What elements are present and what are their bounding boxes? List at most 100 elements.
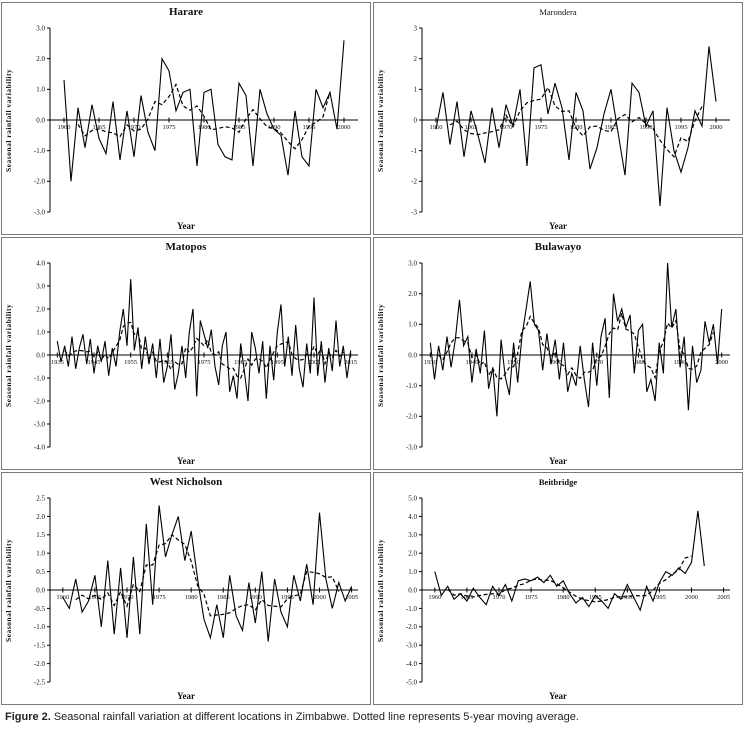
svg-text:1970: 1970 [121, 594, 134, 601]
svg-text:2.0: 2.0 [408, 550, 417, 558]
x-axis-label: Year [549, 691, 567, 701]
svg-text:1.0: 1.0 [36, 550, 45, 558]
chart-title: Marondera [539, 7, 577, 17]
svg-text:-2: -2 [411, 178, 417, 186]
svg-text:-5.0: -5.0 [406, 678, 418, 686]
svg-text:0: 0 [414, 116, 418, 124]
y-axis-label: Seasonal rainfall variability [376, 538, 385, 642]
svg-text:1: 1 [414, 86, 418, 94]
chart-plot: -5.0 -4.0 -3.0 -2.0 -1.0 0.0 1.0 2.0 3.0 4.0 5.0 19… [406, 494, 730, 686]
svg-text:-2.0: -2.0 [34, 397, 46, 405]
svg-text:3: 3 [414, 24, 418, 32]
svg-text:2015: 2015 [344, 359, 357, 366]
svg-text:-1.0: -1.0 [34, 147, 46, 155]
svg-text:1990: 1990 [640, 124, 653, 131]
svg-text:1975: 1975 [525, 594, 538, 601]
svg-text:1990: 1990 [621, 594, 634, 601]
svg-text:1995: 1995 [653, 594, 666, 601]
svg-text:1955: 1955 [124, 359, 137, 366]
svg-text:1.5: 1.5 [36, 531, 45, 539]
svg-text:-2.0: -2.0 [34, 660, 46, 668]
svg-text:2005: 2005 [717, 594, 730, 601]
svg-text:0.0: 0.0 [36, 351, 45, 359]
chart-plot-area: -3.0 -2.0 -1.0 0.0 1.0 2.0 3.0 1960 1965 1970 1975… [18, 20, 368, 220]
chart-panel-beitbridge: Beitbridge Seasonal rainfall variability… [373, 472, 743, 705]
chart-panel-marondera: Marondera Seasonal rainfall variability … [373, 2, 743, 235]
chart-title: Harare [168, 6, 203, 18]
svg-text:1970: 1970 [493, 594, 506, 601]
svg-text:-4.0: -4.0 [406, 660, 418, 668]
svg-text:1960: 1960 [58, 124, 71, 131]
svg-text:-1.0: -1.0 [34, 374, 46, 382]
svg-text:1965: 1965 [465, 124, 478, 131]
svg-text:4.0: 4.0 [36, 259, 45, 267]
svg-text:3.0: 3.0 [408, 259, 417, 267]
svg-text:-4.0: -4.0 [34, 443, 46, 451]
svg-text:1975: 1975 [163, 124, 176, 131]
chart-plot: -4.0 -3.0 -2.0 -1.0 0.0 1.0 2.0 3.0 4.0 1935 1945 1… [34, 259, 358, 451]
svg-text:1.0: 1.0 [408, 321, 417, 329]
svg-text:1970: 1970 [590, 359, 603, 366]
svg-text:1995: 1995 [271, 359, 284, 366]
chart-title: West Nicholson [149, 476, 223, 488]
svg-text:1985: 1985 [233, 124, 246, 131]
svg-text:2005: 2005 [308, 359, 321, 366]
svg-text:1930: 1930 [424, 359, 437, 366]
svg-text:3.0: 3.0 [36, 24, 45, 32]
y-axis-label: Seasonal rainfall variability [4, 68, 13, 172]
svg-text:-2.0: -2.0 [34, 178, 46, 186]
svg-text:-3.0: -3.0 [406, 642, 418, 650]
svg-text:2.0: 2.0 [36, 513, 45, 521]
chart-plot-area: -5.0 -4.0 -3.0 -2.0 -1.0 0.0 1.0 2.0 3.0 4.0 5.0 19… [390, 490, 740, 690]
svg-text:-1.5: -1.5 [34, 642, 46, 650]
svg-text:2.0: 2.0 [36, 55, 45, 63]
x-axis-label: Year [177, 221, 195, 231]
svg-text:1.0: 1.0 [408, 568, 417, 576]
svg-text:2005: 2005 [345, 594, 358, 601]
chart-plot-area: -2.5 -2.0 -1.5 -1.0 -0.5 0.0 0.5 1.0 1.5 2.0 2.5 19… [18, 490, 368, 690]
svg-text:-3.0: -3.0 [34, 420, 46, 428]
x-axis-label: Year [549, 456, 567, 466]
svg-text:-2.5: -2.5 [34, 678, 46, 686]
svg-text:1985: 1985 [217, 594, 230, 601]
svg-text:2000: 2000 [338, 124, 351, 131]
chart-plot: -3.0 -2.0 -1.0 0.0 1.0 2.0 3.0 1930 1940 1950 1960… [406, 259, 730, 451]
x-axis-label: Year [177, 456, 195, 466]
svg-text:1940: 1940 [465, 359, 478, 366]
svg-text:2000: 2000 [710, 124, 723, 131]
svg-text:1.0: 1.0 [36, 86, 45, 94]
svg-text:1.0: 1.0 [36, 328, 45, 336]
svg-text:1995: 1995 [281, 594, 294, 601]
svg-text:-3.0: -3.0 [34, 208, 46, 216]
svg-text:0.5: 0.5 [36, 568, 45, 576]
chart-panel-matopos: Matopos Seasonal rainfall variability -4… [1, 237, 371, 470]
svg-text:4.0: 4.0 [408, 513, 417, 521]
svg-text:1965: 1965 [460, 594, 473, 601]
svg-text:1960: 1960 [428, 594, 441, 601]
svg-text:1980: 1980 [198, 124, 211, 131]
svg-text:1960: 1960 [549, 359, 562, 366]
x-axis-label: Year [177, 691, 195, 701]
chart-plot-area: -4.0 -3.0 -2.0 -1.0 0.0 1.0 2.0 3.0 4.0 1935 1945 1… [18, 255, 368, 455]
y-axis-label: Seasonal rainfall variability [376, 303, 385, 407]
chart-plot: -2.5 -2.0 -1.5 -1.0 -0.5 0.0 0.5 1.0 1.5 2.0 2.5 19… [34, 494, 358, 686]
svg-text:0.0: 0.0 [408, 351, 417, 359]
y-axis-label: Seasonal rainfall variability [4, 303, 13, 407]
svg-text:-1.0: -1.0 [406, 382, 418, 390]
svg-text:1935: 1935 [51, 359, 64, 366]
y-axis-label: Seasonal rainfall variability [4, 538, 13, 642]
svg-text:0.0: 0.0 [36, 116, 45, 124]
svg-text:0.0: 0.0 [36, 586, 45, 594]
svg-text:2000: 2000 [715, 359, 728, 366]
svg-text:2000: 2000 [685, 594, 698, 601]
svg-text:1995: 1995 [675, 124, 688, 131]
figure-caption-label: Figure 2. [5, 711, 51, 723]
svg-text:2.5: 2.5 [36, 494, 45, 502]
y-axis-label: Seasonal rainfall variability [376, 68, 385, 172]
chart-plot-area: -3 -2 -1 0 1 2 3 1960 1965 1970 1975 1980 1985 1990 19… [390, 20, 740, 220]
svg-text:1985: 1985 [605, 124, 618, 131]
svg-text:1990: 1990 [249, 594, 262, 601]
chart-panel-bulawayo: Bulawayo Seasonal rainfall variability -… [373, 237, 743, 470]
chart-panel-west-nicholson: West Nicholson Seasonal rainfall variabi… [1, 472, 371, 705]
x-axis-label: Year [549, 221, 567, 231]
